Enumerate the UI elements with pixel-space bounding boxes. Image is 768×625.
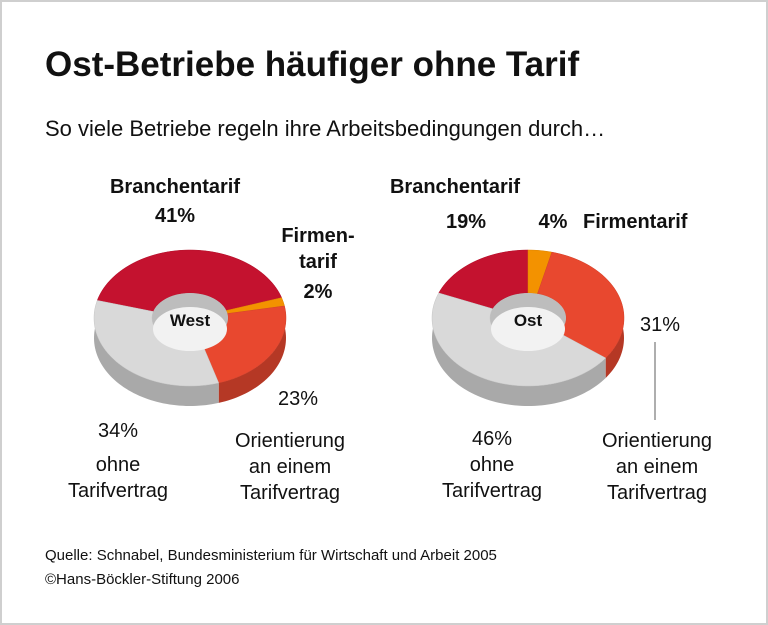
chart-title: Ost-Betriebe häufiger ohne Tarif — [45, 45, 579, 84]
value-label: 31% — [640, 314, 680, 336]
value-label: 19% — [446, 211, 486, 233]
center-label: Ost — [514, 311, 543, 330]
category-label: Orientierung an einem Tarifvertrag — [602, 430, 712, 504]
value-label: 23% — [278, 388, 318, 410]
slice-side — [218, 305, 286, 403]
value-label: 4% — [539, 211, 568, 233]
category-label: Firmentarif — [583, 211, 688, 233]
slice-side — [432, 292, 606, 406]
slice-side — [94, 300, 219, 406]
hole — [153, 307, 227, 351]
subtitle: So viele Betriebe regeln ihre Arbeitsbed… — [45, 116, 605, 141]
value-label: 2% — [304, 281, 333, 303]
category-label: ohne Tarifvertrag — [68, 454, 168, 502]
category-label: Firmen-tarif — [281, 225, 354, 273]
top-layer — [93, 249, 287, 387]
value-label: 46% — [472, 428, 512, 450]
category-label: Branchentarif — [110, 176, 240, 198]
value-label: 41% — [155, 205, 195, 227]
center-label: West — [170, 311, 211, 330]
copyright: ©Hans-Böckler-Stiftung 2006 — [45, 571, 239, 588]
category-label: Orientierung an einem Tarifvertrag — [235, 430, 345, 504]
source: Quelle: Schnabel, Bundesministerium für … — [45, 547, 497, 564]
category-label: ohne Tarifvertrag — [442, 454, 542, 502]
hole — [491, 307, 565, 351]
category-label: Branchentarif — [390, 176, 520, 198]
value-label: 34% — [98, 420, 138, 442]
